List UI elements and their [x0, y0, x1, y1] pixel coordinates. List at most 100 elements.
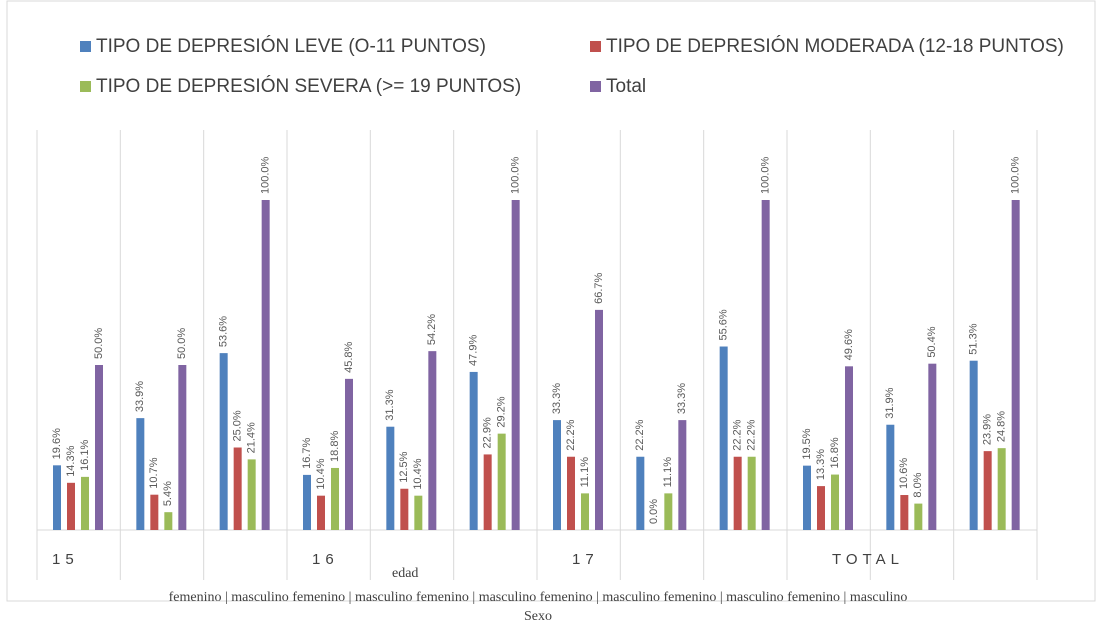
value-label: 55.6%: [718, 309, 730, 340]
value-label: 45.8%: [343, 341, 355, 372]
group-label: TOTAL: [832, 551, 904, 568]
legend-label: TIPO DE DEPRESIÓN LEVE (O-11 PUNTOS): [96, 35, 486, 57]
value-label: 14.3%: [65, 445, 77, 476]
group-label: 17: [572, 551, 599, 568]
bar: [803, 465, 811, 530]
value-label: 50.0%: [93, 328, 105, 359]
value-label: 24.8%: [996, 411, 1008, 442]
group-label: 16: [312, 551, 339, 568]
bar: [845, 366, 853, 530]
sex-label: femenino | masculino: [787, 590, 907, 605]
legend-swatch: [590, 41, 601, 52]
value-label: 23.9%: [982, 414, 994, 445]
sex-label: femenino | masculino: [416, 590, 536, 605]
bar: [164, 512, 173, 530]
bar: [886, 424, 895, 530]
value-label: 19.5%: [801, 428, 813, 459]
sex-labels: femenino | masculino femenino | masculin…: [169, 590, 908, 605]
bar: [733, 456, 742, 530]
bar: [95, 365, 103, 530]
bar: [511, 200, 520, 530]
bar: [469, 371, 478, 530]
sex-label: femenino | masculino: [292, 590, 412, 605]
value-label: 21.4%: [246, 422, 258, 453]
bar: [817, 486, 825, 530]
value-label: 51.3%: [968, 323, 980, 354]
value-label: 19.6%: [51, 428, 63, 459]
bar: [678, 420, 687, 530]
value-label: 31.3%: [384, 389, 396, 420]
bar: [303, 474, 311, 530]
bar: [497, 433, 506, 530]
bar: [595, 309, 603, 530]
chart-frame: [6, 0, 1096, 602]
value-label: 53.6%: [218, 316, 230, 347]
legend-swatch: [590, 81, 601, 92]
bar: [81, 476, 89, 530]
bar: [1011, 200, 1020, 530]
bar: [414, 495, 423, 530]
value-label: 8.0%: [912, 472, 924, 497]
value-label: 49.6%: [843, 329, 855, 360]
value-label: 66.7%: [593, 272, 605, 303]
bar: [386, 426, 395, 530]
value-label: 16.7%: [301, 437, 313, 468]
bar: [581, 493, 589, 530]
legend-swatch: [80, 41, 91, 52]
bar: [150, 494, 159, 530]
bar: [664, 493, 673, 530]
sex-axis-label: Sexo: [524, 609, 552, 624]
value-label: 29.2%: [496, 396, 508, 427]
value-label: 12.5%: [398, 451, 410, 482]
value-label: 47.9%: [468, 335, 480, 366]
value-label: 0.0%: [648, 499, 660, 524]
value-label: 100.0%: [510, 156, 522, 194]
bar: [567, 456, 575, 530]
bar: [247, 459, 256, 530]
value-label: 22.2%: [732, 419, 744, 450]
bar: [233, 447, 242, 530]
value-label: 33.9%: [134, 381, 146, 412]
bar: [900, 495, 909, 530]
bar: [178, 365, 187, 530]
bar: [983, 451, 992, 530]
value-label: 50.0%: [176, 328, 188, 359]
bar: [428, 351, 437, 530]
bar: [761, 200, 770, 530]
bar: [997, 448, 1006, 530]
bar: [331, 467, 339, 530]
group-axis-label: edad: [392, 566, 418, 581]
bar: [969, 360, 978, 530]
value-label: 22.2%: [565, 419, 577, 450]
value-label: 33.3%: [676, 383, 688, 414]
value-label: 22.2%: [634, 419, 646, 450]
value-label: 11.1%: [662, 457, 674, 488]
value-label: 16.8%: [829, 437, 841, 468]
sex-label: femenino | masculino: [540, 590, 660, 605]
legend-label: Total: [606, 76, 646, 97]
bar: [317, 495, 325, 530]
bar: [636, 456, 645, 530]
bar: [67, 482, 75, 530]
value-label: 5.4%: [162, 481, 174, 506]
sex-label: femenino | masculino: [663, 590, 783, 605]
value-label: 13.3%: [815, 449, 827, 480]
bar: [400, 488, 409, 530]
value-label: 33.3%: [551, 383, 563, 414]
value-label: 16.1%: [79, 439, 91, 470]
value-label: 25.0%: [232, 410, 244, 441]
bar: [928, 363, 937, 530]
bar: [719, 346, 728, 530]
bar: [747, 456, 756, 530]
bar: [53, 465, 61, 530]
value-label: 100.0%: [260, 156, 272, 194]
group-label: 15: [52, 551, 79, 568]
value-label: 50.4%: [926, 326, 938, 357]
value-label: 22.9%: [482, 417, 494, 448]
value-label: 100.0%: [760, 156, 772, 194]
value-label: 10.6%: [898, 458, 910, 489]
bar: [483, 454, 492, 530]
value-label: 10.4%: [412, 458, 424, 489]
legend-label: TIPO DE DEPRESIÓN SEVERA (>= 19 PUNTOS): [96, 75, 521, 97]
